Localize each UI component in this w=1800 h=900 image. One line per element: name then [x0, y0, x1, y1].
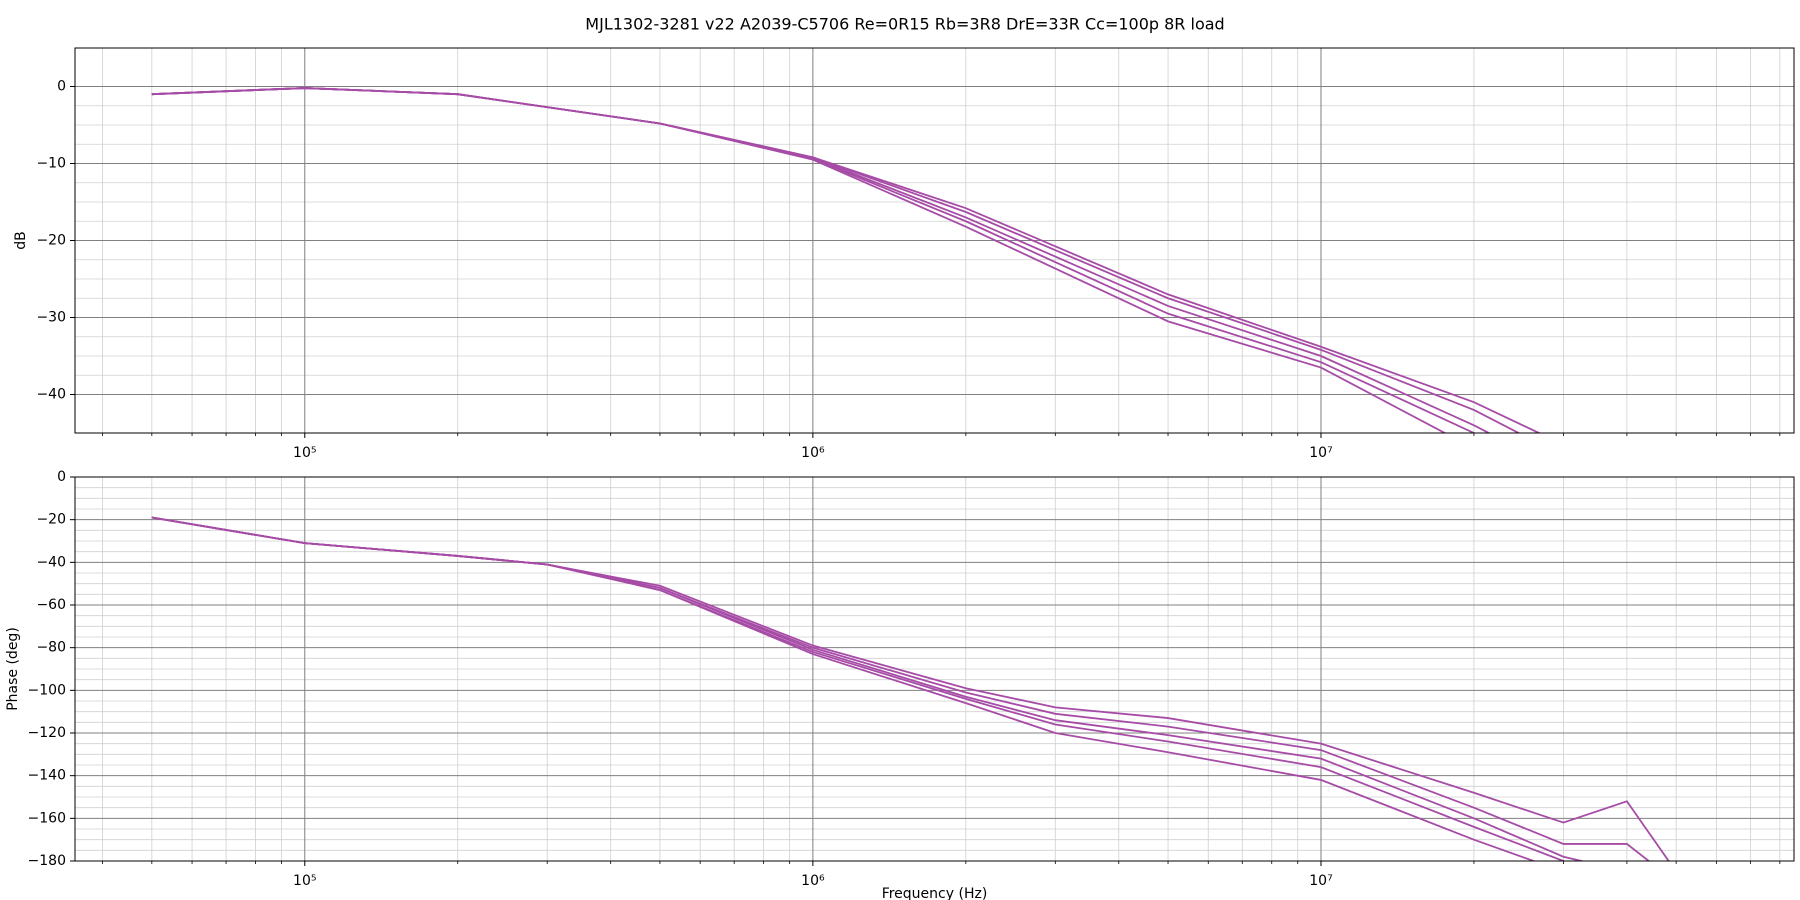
- y-tick-label: −60: [36, 597, 66, 613]
- x-tick-label: 10⁵: [293, 873, 316, 889]
- y-tick-label: −120: [28, 725, 66, 741]
- series-line: [151, 516, 1566, 861]
- chart-title: MJL1302-3281 v22 A2039-C5706 Re=0R15 Rb=…: [585, 15, 1224, 34]
- y-tick-label: −20: [36, 512, 66, 528]
- y-tick-label: −160: [28, 810, 66, 826]
- series-line: [151, 516, 1537, 861]
- y-tick-label: 0: [57, 469, 66, 485]
- y-tick-label: −30: [36, 310, 66, 326]
- y-tick-label: 0: [57, 79, 66, 95]
- y-tick-label: −20: [36, 233, 66, 249]
- y-axis-label: Phase (deg): [5, 627, 21, 711]
- series-line: [151, 87, 1542, 433]
- x-tick-label: 10⁷: [1309, 445, 1332, 461]
- y-tick-label: −180: [28, 853, 66, 869]
- y-tick-label: −40: [36, 387, 66, 403]
- y-tick-label: −10: [36, 156, 66, 172]
- subplot: 10⁵ 10⁶ 10⁷ −180 −160 −140 −120 −100 −80 −60 −40 −2…: [5, 469, 1795, 900]
- series-line: [151, 516, 1586, 861]
- y-tick-label: −80: [36, 640, 66, 656]
- x-tick-label: 10⁵: [293, 445, 316, 461]
- axes-frame: [74, 476, 1795, 862]
- series-line: [151, 87, 1521, 433]
- series-line: [151, 87, 1476, 433]
- series-line: [151, 87, 1447, 433]
- x-tick-label: 10⁶: [801, 873, 825, 889]
- y-axis-label: dB: [13, 231, 29, 250]
- y-tick-label: −100: [28, 682, 66, 698]
- x-axis-label: Frequency (Hz): [882, 886, 988, 900]
- series-line: [151, 87, 1491, 433]
- y-tick-label: −40: [36, 554, 66, 570]
- x-tick-label: 10⁶: [801, 445, 825, 461]
- axes-frame: [74, 47, 1795, 434]
- y-tick-label: −140: [28, 768, 66, 784]
- series-line: [151, 516, 1651, 861]
- subplot: 10⁵ 10⁶ 10⁷ −40 −30 −20 −10 0 dB: [13, 47, 1795, 461]
- x-tick-label: 10⁷: [1309, 873, 1332, 889]
